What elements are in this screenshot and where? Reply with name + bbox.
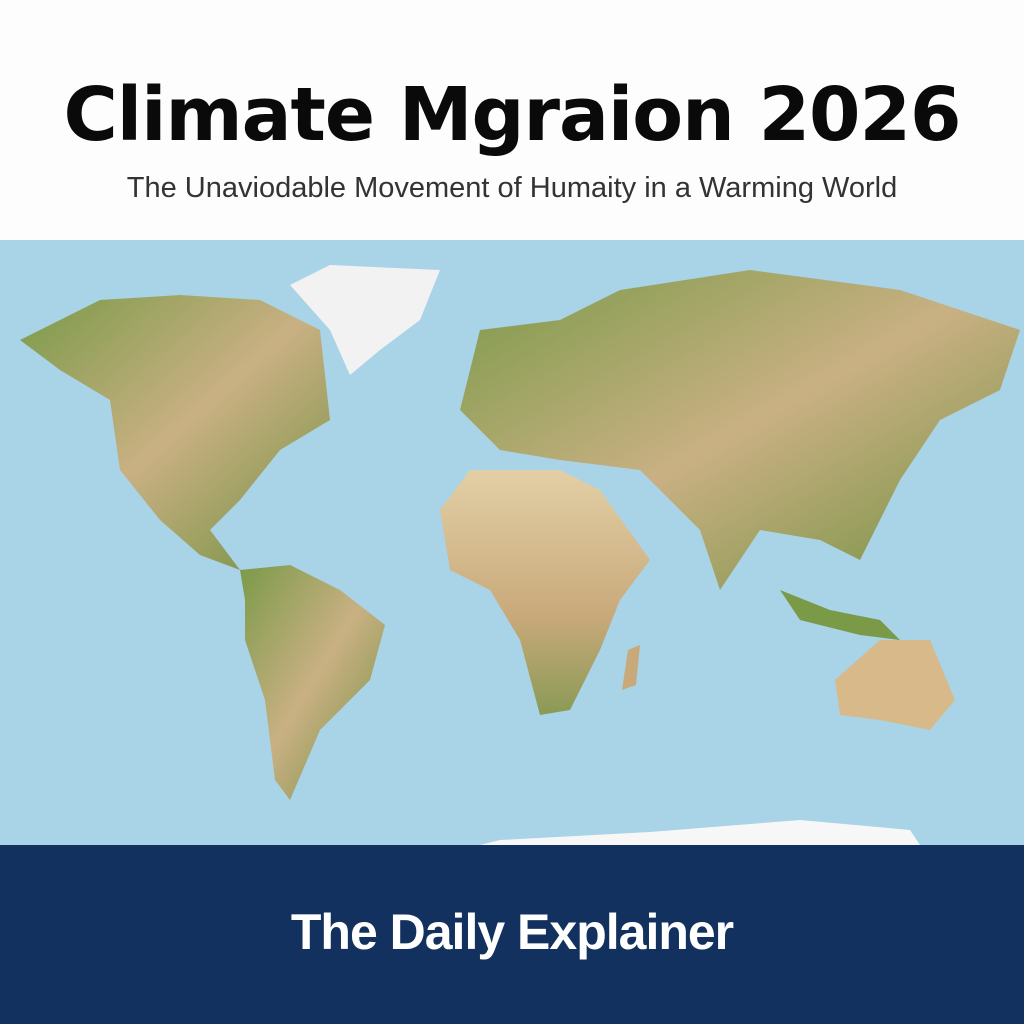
world-map [0, 240, 1024, 845]
page-title: Climate Mgraion 2026 [63, 72, 961, 158]
antarctica [480, 820, 920, 845]
eurasia [460, 270, 1020, 590]
greenland [290, 265, 440, 375]
madagascar [622, 645, 640, 690]
south-america [240, 565, 385, 800]
north-america [20, 295, 330, 570]
australia [835, 640, 955, 730]
footer: The Daily Explainer [0, 845, 1024, 1024]
header: Climate Mgraion 2026 The Unaviodable Mov… [0, 0, 1024, 240]
africa [440, 470, 650, 715]
indonesia [780, 590, 900, 640]
page-subtitle: The Unaviodable Movement of Humaity in a… [126, 172, 898, 204]
brand-name: The Daily Explainer [290, 904, 734, 960]
